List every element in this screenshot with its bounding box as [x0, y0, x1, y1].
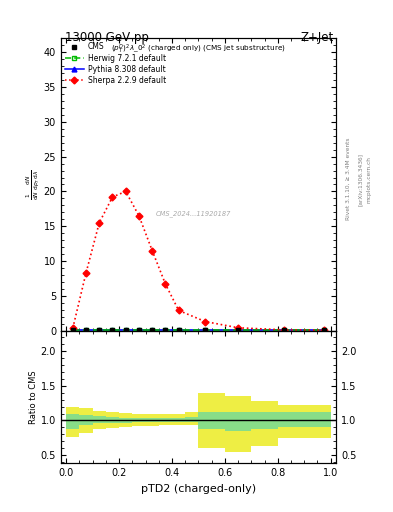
Herwig 7.2.1 default: [84, 327, 88, 333]
Sherpa 2.2.9 default: [70, 325, 75, 331]
Sherpa 2.2.9 default: [163, 281, 168, 287]
Herwig 7.2.1 default: [176, 327, 181, 333]
Pythia 8.308 default: [236, 327, 241, 333]
Text: [arXiv:1306.3436]: [arXiv:1306.3436]: [358, 153, 363, 206]
Y-axis label: Ratio to CMS: Ratio to CMS: [29, 370, 38, 424]
Herwig 7.2.1 default: [137, 327, 141, 333]
CMS: [70, 327, 75, 333]
Text: Z+Jet: Z+Jet: [301, 31, 334, 44]
Sherpa 2.2.9 default: [236, 325, 241, 331]
CMS: [163, 327, 168, 333]
Pythia 8.308 default: [203, 327, 208, 333]
Sherpa 2.2.9 default: [84, 270, 88, 276]
CMS: [123, 327, 128, 333]
Sherpa 2.2.9 default: [282, 327, 287, 333]
CMS: [150, 327, 154, 333]
Line: Sherpa 2.2.9 default: Sherpa 2.2.9 default: [70, 189, 327, 333]
Sherpa 2.2.9 default: [150, 247, 154, 253]
Herwig 7.2.1 default: [110, 327, 115, 333]
Line: Herwig 7.2.1 default: Herwig 7.2.1 default: [71, 328, 326, 332]
Herwig 7.2.1 default: [322, 327, 327, 333]
Sherpa 2.2.9 default: [137, 212, 141, 219]
Pythia 8.308 default: [282, 327, 287, 333]
Pythia 8.308 default: [137, 327, 141, 333]
CMS: [110, 327, 115, 333]
Herwig 7.2.1 default: [97, 327, 102, 333]
Herwig 7.2.1 default: [150, 327, 154, 333]
Text: Rivet 3.1.10, ≥ 3.4M events: Rivet 3.1.10, ≥ 3.4M events: [346, 138, 351, 221]
CMS: [84, 327, 88, 333]
Sherpa 2.2.9 default: [322, 327, 327, 333]
Line: Pythia 8.308 default: Pythia 8.308 default: [70, 327, 327, 332]
CMS: [236, 327, 241, 333]
Text: mcplots.cern.ch: mcplots.cern.ch: [366, 156, 371, 203]
Sherpa 2.2.9 default: [97, 220, 102, 226]
CMS: [322, 327, 327, 333]
Legend: CMS, Herwig 7.2.1 default, Pythia 8.308 default, Sherpa 2.2.9 default: CMS, Herwig 7.2.1 default, Pythia 8.308 …: [65, 42, 166, 85]
Pythia 8.308 default: [84, 327, 88, 333]
Y-axis label: $\frac{1}{\mathrm{d}N}\,\frac{\mathrm{d}N}{\mathrm{d}p_T\,\mathrm{d}\lambda}$: $\frac{1}{\mathrm{d}N}\,\frac{\mathrm{d}…: [25, 169, 42, 200]
Herwig 7.2.1 default: [70, 327, 75, 333]
Sherpa 2.2.9 default: [110, 194, 115, 200]
Pythia 8.308 default: [110, 327, 115, 333]
CMS: [97, 327, 102, 333]
Herwig 7.2.1 default: [123, 327, 128, 333]
Line: CMS: CMS: [70, 327, 327, 332]
Text: CMS_2024...11920187: CMS_2024...11920187: [155, 210, 231, 217]
Text: 13000 GeV pp: 13000 GeV pp: [65, 31, 149, 44]
Sherpa 2.2.9 default: [203, 318, 208, 325]
Sherpa 2.2.9 default: [123, 188, 128, 195]
Herwig 7.2.1 default: [282, 327, 287, 333]
Text: $(p_T^D)^2\lambda\_0^2$ (charged only) (CMS jet substructure): $(p_T^D)^2\lambda\_0^2$ (charged only) (…: [111, 43, 286, 56]
Pythia 8.308 default: [70, 327, 75, 333]
CMS: [282, 327, 287, 333]
Pythia 8.308 default: [150, 327, 154, 333]
CMS: [137, 327, 141, 333]
Pythia 8.308 default: [322, 327, 327, 333]
Pythia 8.308 default: [97, 327, 102, 333]
Pythia 8.308 default: [123, 327, 128, 333]
CMS: [176, 327, 181, 333]
Pythia 8.308 default: [176, 327, 181, 333]
Herwig 7.2.1 default: [236, 327, 241, 333]
CMS: [203, 327, 208, 333]
X-axis label: pTD2 (charged-only): pTD2 (charged-only): [141, 484, 256, 494]
Sherpa 2.2.9 default: [176, 307, 181, 313]
Herwig 7.2.1 default: [203, 327, 208, 333]
Herwig 7.2.1 default: [163, 327, 168, 333]
Pythia 8.308 default: [163, 327, 168, 333]
